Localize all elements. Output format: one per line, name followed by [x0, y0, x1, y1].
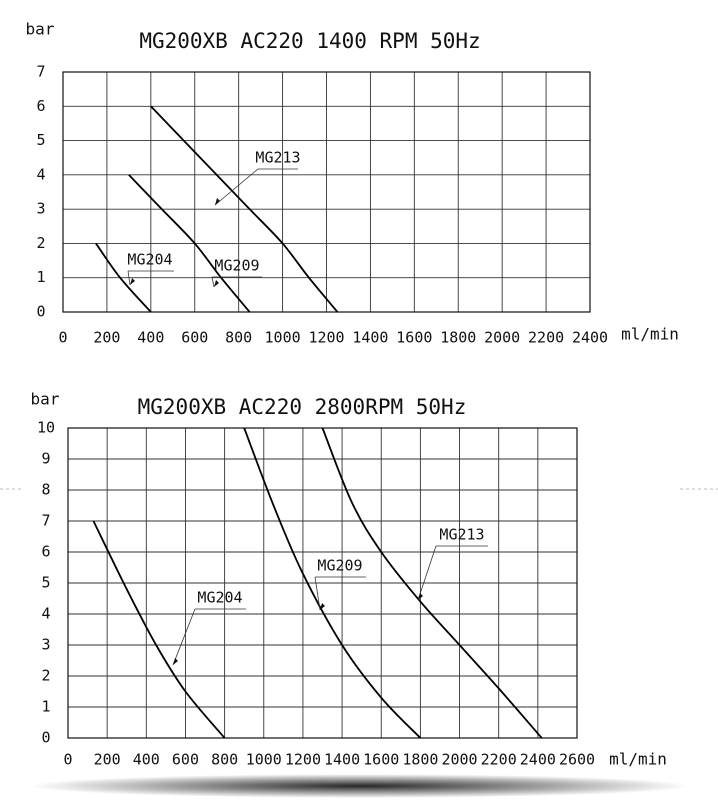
x-tick-label: 1200	[308, 329, 344, 347]
curve	[95, 242, 152, 313]
y-tick-label: 7	[41, 512, 50, 530]
x-tick-label: 0	[58, 329, 67, 347]
y-axis-label: bar	[26, 20, 55, 39]
chart-title: MG200XB AC220 2800RPM 50Hz	[138, 395, 467, 419]
curve	[243, 427, 422, 739]
x-tick-label: 1600	[396, 329, 432, 347]
x-tick-label: 1600	[363, 751, 399, 769]
x-tick-label: 400	[137, 329, 164, 347]
leader-arrow	[418, 593, 423, 600]
series-label: MG204	[197, 589, 242, 607]
y-tick-label: 9	[41, 450, 50, 468]
curve	[128, 174, 251, 313]
y-tick-label: 10	[37, 419, 55, 437]
leader-arrow	[130, 278, 135, 285]
leader-line	[417, 545, 437, 601]
y-tick-label: 1	[41, 698, 50, 716]
x-tick-label: 2000	[441, 751, 477, 769]
y-tick-label: 2	[36, 234, 45, 252]
series-label: MG204	[127, 251, 172, 269]
leader-arrow	[320, 603, 325, 610]
y-tick-label: 5	[41, 574, 50, 592]
y-tick-label: 3	[41, 636, 50, 654]
chart-title: MG200XB AC220 1400 RPM 50Hz	[139, 29, 480, 53]
leader-arrow	[215, 198, 220, 205]
shadow	[30, 774, 690, 798]
y-tick-label: 1	[36, 268, 45, 286]
curve	[150, 105, 339, 313]
x-tick-label: 2400	[572, 329, 608, 347]
x-tick-label: 1200	[285, 751, 321, 769]
leader-line	[127, 270, 131, 286]
x-tick-label: 2200	[528, 329, 564, 347]
y-tick-label: 8	[41, 481, 50, 499]
y-tick-label: 5	[36, 131, 45, 149]
leader-arrow	[173, 658, 178, 665]
x-tick-label: 1800	[440, 329, 476, 347]
x-tick-label: 200	[93, 329, 120, 347]
y-tick-label: 6	[41, 543, 50, 561]
x-tick-label: 1000	[265, 329, 301, 347]
x-tick-label: 2200	[481, 751, 517, 769]
x-tick-label: 200	[94, 751, 121, 769]
x-axis-label: ml/min	[609, 750, 667, 769]
x-tick-label: 1400	[352, 329, 388, 347]
y-tick-label: 4	[41, 605, 50, 623]
x-tick-label: 1400	[324, 751, 360, 769]
leader-line	[211, 276, 215, 288]
x-tick-label: 1000	[246, 751, 282, 769]
x-tick-label: 1800	[402, 751, 438, 769]
x-tick-label: 600	[181, 329, 208, 347]
y-tick-label: 3	[36, 200, 45, 218]
y-tick-label: 2	[41, 667, 50, 685]
x-tick-label: 2000	[484, 329, 520, 347]
x-tick-label: 2600	[559, 751, 595, 769]
plot-frame	[62, 71, 591, 313]
x-tick-label: 2400	[520, 751, 556, 769]
series-label: MG213	[439, 526, 484, 544]
y-tick-label: 6	[36, 97, 45, 115]
leader-line	[214, 168, 259, 206]
series-label: MG209	[317, 557, 362, 575]
y-axis-label: bar	[31, 390, 60, 409]
leader-line	[172, 608, 196, 666]
y-tick-label: 0	[41, 729, 50, 747]
leader-arrow	[214, 280, 219, 287]
x-tick-label: 800	[211, 751, 238, 769]
y-tick-label: 4	[36, 165, 45, 183]
x-tick-label: 400	[133, 751, 160, 769]
curve	[92, 520, 226, 739]
series-label: MG209	[214, 257, 259, 275]
y-tick-label: 7	[36, 63, 45, 81]
leader-line	[314, 576, 321, 611]
curve	[321, 427, 543, 739]
x-tick-label: 600	[172, 751, 199, 769]
series-label: MG213	[255, 149, 300, 167]
x-tick-label: 0	[63, 751, 72, 769]
x-tick-label: 800	[225, 329, 252, 347]
y-tick-label: 0	[36, 303, 45, 321]
x-axis-label: ml/min	[621, 325, 679, 344]
